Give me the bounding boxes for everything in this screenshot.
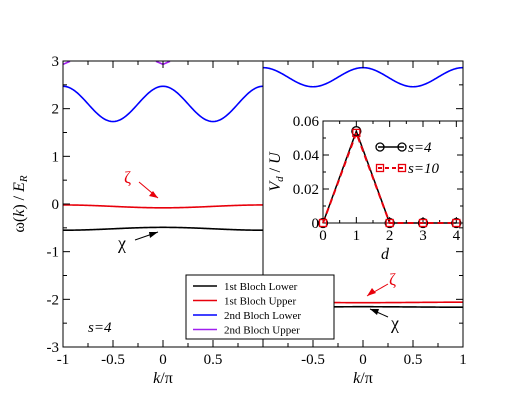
inset-point-s4 bbox=[351, 126, 362, 137]
left-panel-ylabel-part: E bbox=[11, 182, 28, 193]
left-panel-series-0-line bbox=[63, 226, 263, 232]
left-chi-label: χ bbox=[117, 233, 126, 253]
left-panel-ytick-label: 3 bbox=[52, 54, 60, 70]
left-panel-ylabel-part: ) / bbox=[11, 192, 28, 210]
left-panel-ytick-label: 2 bbox=[52, 102, 60, 118]
inset-ytick-label: 0.04 bbox=[293, 148, 320, 164]
left-panel-xtick-label: -0.5 bbox=[101, 352, 125, 368]
right-panel-xtick-label: 0.5 bbox=[404, 352, 423, 368]
inset-legend-label-0: s=4 bbox=[408, 140, 432, 156]
inset-ylabel-part: U bbox=[267, 151, 284, 164]
main-legend-label-0: 1st Bloch Lower bbox=[224, 281, 298, 293]
left-panel-ylabel-part: ω( bbox=[11, 217, 28, 233]
right-panel-xlabel: k/π bbox=[353, 370, 373, 387]
left-panel-xlabel-part: /π bbox=[160, 370, 173, 387]
inset-legend-label-1: s=10 bbox=[408, 161, 439, 177]
inset-ylabel-part: d bbox=[274, 176, 286, 182]
left-zeta-arrowhead bbox=[149, 191, 158, 198]
inset-xlabel: d bbox=[381, 246, 390, 263]
right-panel-xlabel-part: k bbox=[353, 370, 361, 387]
inset-xtick-label: 4 bbox=[453, 228, 461, 244]
inset-point-s10 bbox=[318, 218, 328, 228]
left-panel-ytick-label: 1 bbox=[52, 149, 60, 165]
right-panel-xlabel-part: /π bbox=[360, 370, 373, 387]
inset-point-s4 bbox=[317, 217, 329, 229]
inset-xtick-label: 3 bbox=[419, 228, 427, 244]
left-panel-series-2-line bbox=[63, 85, 263, 123]
left-panel-curves bbox=[63, 61, 263, 232]
inset-ytick-label: 0.06 bbox=[293, 114, 320, 130]
right-chi-label: χ bbox=[390, 313, 399, 333]
main-legend-label-3: 2nd Bloch Upper bbox=[224, 325, 300, 337]
right-panel-xtick-label: 1 bbox=[459, 352, 467, 368]
inset-xtick-label: 1 bbox=[353, 228, 361, 244]
left-panel-xtick-label: -1 bbox=[57, 352, 70, 368]
left-panel-xtick-label: 0.5 bbox=[204, 352, 223, 368]
left-chi-arrowhead bbox=[149, 232, 158, 238]
right-panel-xtick-label: -0.5 bbox=[301, 352, 325, 368]
left-panel-xlabel: k/π bbox=[153, 370, 173, 387]
left-panel-ylabel-part: R bbox=[18, 175, 30, 183]
inset-xtick-label: 2 bbox=[386, 228, 394, 244]
inset-legend-marker-0 bbox=[375, 142, 385, 152]
left-panel-ytick-label: 0 bbox=[52, 197, 60, 213]
right-chi-arrowhead bbox=[370, 309, 379, 315]
right-panel-xtick-label: 0 bbox=[359, 352, 367, 368]
inset-legend-marker-0 bbox=[397, 142, 407, 152]
main-legend-label-1: 1st Bloch Upper bbox=[224, 296, 296, 308]
left-panel-ytick-label: -3 bbox=[47, 340, 60, 356]
inset-series-1-line bbox=[322, 130, 457, 224]
inset-ylabel: Vd / U bbox=[267, 151, 286, 192]
inset-point-s4 bbox=[417, 217, 429, 229]
left-panel-ylabel-part: k bbox=[11, 209, 28, 217]
left-zeta-label: ζ bbox=[124, 168, 131, 187]
main-legend-label-2: 2nd Bloch Lower bbox=[224, 310, 301, 322]
inset-legend-marker-1 bbox=[397, 163, 407, 173]
inset-frame bbox=[322, 120, 464, 224]
inset-point-s10 bbox=[418, 218, 428, 228]
right-panel-series-2-line bbox=[263, 66, 463, 88]
left-panel-ytick-label: -2 bbox=[47, 292, 60, 308]
left-panel-ylabel: ω(k) / ER bbox=[11, 175, 30, 233]
inset-ylabel-part: / bbox=[267, 164, 284, 176]
left-panel-series-3-dip-0 bbox=[63, 61, 71, 66]
inset-legend-marker-1 bbox=[375, 163, 385, 173]
inset-point-s10 bbox=[352, 128, 361, 138]
left-panel-series-1-line bbox=[63, 204, 263, 209]
inset-point-s10 bbox=[452, 218, 461, 228]
right-zeta-label: ζ bbox=[389, 270, 396, 289]
left-panel-s-label: s=4 bbox=[88, 320, 112, 336]
inset-point-s10 bbox=[385, 218, 394, 228]
left-panel-xtick-label: 0 bbox=[159, 352, 167, 368]
left-panel-ytick-label: -1 bbox=[47, 245, 60, 261]
inset-point-s4 bbox=[451, 217, 462, 229]
inset-ytick-label: 0 bbox=[312, 216, 320, 232]
inset-xtick-label: 0 bbox=[319, 228, 327, 244]
inset-point-s4 bbox=[384, 217, 395, 229]
right-zeta-arrowhead bbox=[367, 288, 376, 296]
inset-ylabel-part: V bbox=[267, 180, 284, 192]
inset-ytick-label: 0.02 bbox=[293, 182, 319, 198]
left-panel-xlabel-part: k bbox=[153, 370, 161, 387]
